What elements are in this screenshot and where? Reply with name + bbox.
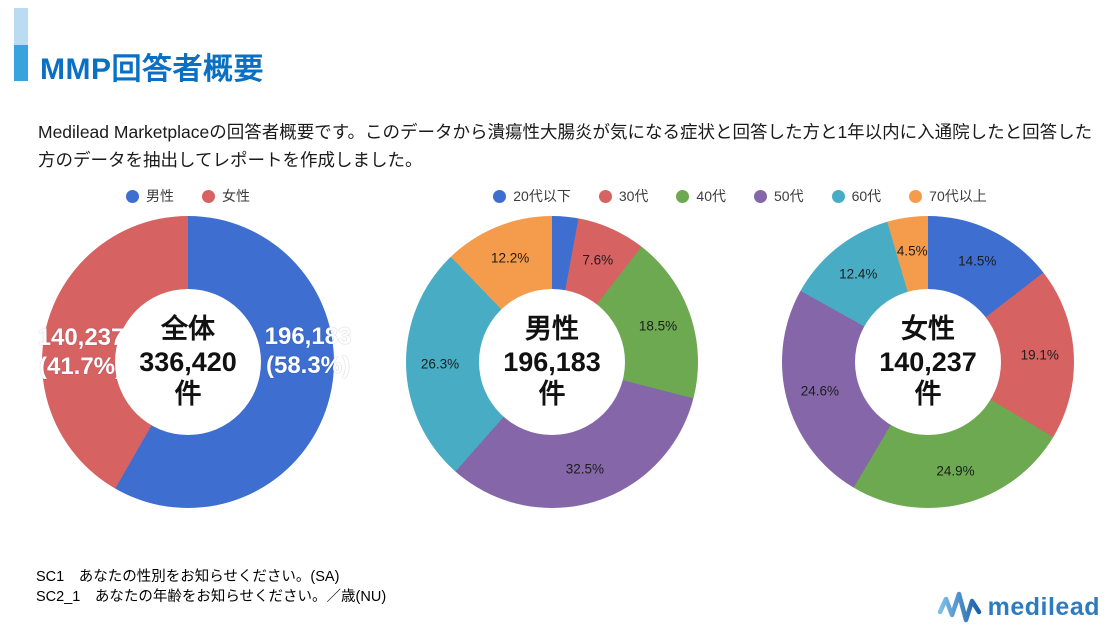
legend-label: 60代: [851, 188, 882, 204]
legend-color-dot: [126, 189, 139, 203]
slice-data-label: 4.5%: [896, 243, 928, 259]
center-group-label: 女性: [901, 313, 955, 344]
logo-wordmark: medilead: [987, 592, 1100, 621]
legend-label: 女性: [222, 188, 250, 204]
slice-data-label: 26.3%: [420, 356, 460, 372]
note-sc2: SC2_1 あなたの年齢をお知らせください。／歳(NU): [36, 588, 387, 605]
donut-chart-total: 全体 336,420 件 196,183 (58.3%) 140,237 (41.…: [38, 216, 351, 508]
donut-wrap-male: 男性 196,183 件 7.6% 18.5% 32.5% 26.3% 12.2%: [382, 216, 722, 508]
center-group-label: 男性: [525, 313, 579, 344]
legend-label: 40代: [696, 188, 726, 204]
legend-color-dot: [831, 189, 845, 203]
legend-color-dot: [754, 189, 767, 203]
donut-hole: [479, 289, 625, 435]
intro-text: Medilead Marketplaceの回答者概要です。このデータから潰瘍性大…: [38, 121, 1093, 170]
gender-legend: 男性 女性: [12, 186, 364, 206]
note-sc1: SC1 あなたの性別をお知らせください。(SA): [36, 569, 340, 585]
page-title: MMP回答者概要: [40, 53, 264, 86]
center-count-label: 196,183: [503, 346, 601, 377]
legend-item: 50代: [754, 186, 804, 206]
donut-center-label-total: 全体 336,420 件: [42, 216, 334, 508]
slice-data-label: 14.5%: [958, 253, 997, 269]
center-group-label: 全体: [161, 313, 215, 344]
legend-item: 30代: [598, 186, 649, 206]
center-count-label: 336,420: [139, 346, 237, 377]
legend-item: 女性: [202, 186, 250, 206]
slice-data-label: 24.6%: [800, 383, 840, 399]
center-unit-label: 件: [538, 379, 566, 410]
legend-item: 70代以上: [909, 186, 987, 206]
slice-data-label: 19.1%: [1020, 347, 1059, 363]
donut-center-label-female: 女性 140,237 件: [782, 216, 1074, 508]
legend-item: 40代: [676, 186, 726, 206]
slice-data-label: 32.5%: [565, 461, 605, 477]
title-accent-dark: [14, 45, 28, 81]
slice-data-label: 196,183 (58.3%): [264, 323, 352, 379]
legend-label: 50代: [774, 188, 804, 204]
legend-color-dot: [676, 189, 690, 203]
legend-item: 20代以下: [493, 186, 571, 206]
legend-color-dot: [202, 189, 215, 203]
title-accent-light: [14, 8, 28, 45]
legend-label: 男性: [146, 188, 174, 204]
center-unit-label: 件: [914, 379, 942, 410]
donut-center-label-male: 男性 196,183 件: [406, 216, 698, 508]
survey-question-notes: SC1 あなたの性別をお知らせください。(SA) SC2_1 あなたの年齢をお知…: [36, 568, 386, 607]
slice-data-label: 7.6%: [582, 252, 614, 268]
donut-chart-female: 女性 140,237 件 14.5% 19.1% 24.9% 24.6% 12.4% 4.…: [782, 216, 1074, 508]
slice-data-label: 24.9%: [936, 463, 975, 479]
slice-data-label: 12.2%: [490, 250, 530, 266]
slice-data-label: 18.5%: [638, 318, 678, 334]
slice-data-label: 12.4%: [839, 266, 878, 282]
donut-chart-male: 男性 196,183 件 7.6% 18.5% 32.5% 26.3% 12.2%: [406, 216, 698, 508]
center-count-label: 140,237: [879, 346, 977, 377]
donut-hole: [855, 289, 1001, 435]
legend-label: 20代以下: [513, 188, 571, 204]
slice-data-label: 140,237 (41.7%): [37, 324, 125, 380]
donut-hole: [115, 289, 261, 435]
chart-total-gender: 男性 女性 全体 336,420 件 196,183 (58.3%) 140,237…: [12, 186, 364, 508]
donut-wrap-female: 女性 140,237 件 14.5% 19.1% 24.9% 24.6% 12.4% 4.…: [758, 216, 1098, 508]
legend-item: 60代: [831, 186, 882, 206]
age-legend: 20代以下 30代 40代 50代 60代 70代以上: [382, 186, 1098, 206]
legend-label: 30代: [618, 188, 649, 204]
legend-color-dot: [909, 189, 923, 203]
center-unit-label: 件: [174, 379, 202, 410]
charts-age-group: 20代以下 30代 40代 50代 60代 70代以上 男性 196,183 件 7.6%…: [382, 186, 1098, 508]
medilead-logo: medilead: [937, 590, 1100, 624]
legend-color-dot: [493, 189, 507, 203]
legend-color-dot: [598, 189, 612, 203]
pulse-icon: [937, 591, 981, 623]
legend-item: 男性: [126, 186, 174, 206]
legend-label: 70代以上: [929, 188, 987, 204]
